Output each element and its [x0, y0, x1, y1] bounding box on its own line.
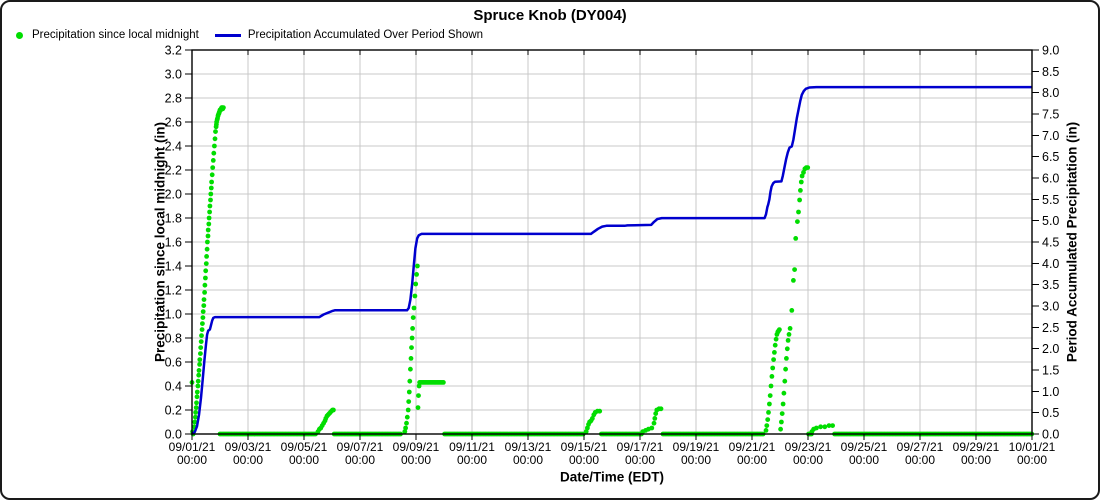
y-left-tick-label: 2.8	[165, 92, 182, 106]
tick-labels: 0.0 0.2 0.4 0.6 0.8 1.0 1.2 1.4 1.6 1.8 2.0 2.2 2.4 2…	[165, 44, 1060, 468]
x-tick-label-date: 10/01/21	[1009, 440, 1056, 454]
y-left-tick-label: 0.8	[165, 332, 182, 346]
x-tick-label-date: 09/29/21	[953, 440, 1000, 454]
y-left-tick-label: 3.2	[165, 44, 182, 58]
y-right-tick-label: 3.5	[1042, 278, 1059, 292]
chart-title: Spruce Knob (DY004)	[473, 7, 627, 24]
y-left-tick-label: 0.6	[165, 356, 182, 370]
x-tick-label-time: 00:00	[177, 453, 207, 467]
y-right-tick-label: 2.5	[1042, 321, 1059, 335]
x-tick-label-date: 09/01/21	[169, 440, 216, 454]
x-tick-label-time: 00:00	[457, 453, 487, 467]
line-accumulated-precip	[191, 85, 1032, 435]
x-tick-label-date: 09/15/21	[561, 440, 608, 454]
x-tick-label-time: 00:00	[681, 453, 711, 467]
x-tick-label-date: 09/27/21	[897, 440, 944, 454]
x-tick-label-time: 00:00	[849, 453, 879, 467]
x-tick-label-time: 00:00	[1017, 453, 1047, 467]
y-left-tick-label: 1.6	[165, 236, 182, 250]
x-tick-label-time: 00:00	[345, 453, 375, 467]
legend-item-scatter: Precipitation since local midnight	[12, 29, 199, 41]
gridlines	[192, 50, 1032, 434]
x-tick-label-time: 00:00	[401, 453, 431, 467]
y-left-tick-label: 2.0	[165, 188, 182, 202]
x-tick-label-time: 00:00	[905, 453, 935, 467]
x-tick-label-date: 09/13/21	[505, 440, 552, 454]
y-right-tick-label: 9.0	[1042, 44, 1059, 58]
y-right-tick-label: 8.5	[1042, 65, 1059, 79]
y-right-tick-label: 1.5	[1042, 364, 1059, 378]
x-tick-label-date: 09/11/21	[449, 440, 495, 454]
x-tick-label-time: 00:00	[625, 453, 655, 467]
y-right-tick-label: 7.0	[1042, 129, 1059, 143]
x-tick-label-date: 09/25/21	[841, 440, 888, 454]
scatter-precip-since-midnight	[189, 105, 1035, 437]
y-right-tick-label: 1.0	[1042, 385, 1059, 399]
y-right-tick-label: 0.5	[1042, 406, 1059, 420]
y-left-tick-label: 1.2	[165, 284, 182, 298]
y-right-tick-label: 8.0	[1042, 86, 1059, 100]
x-tick-label-date: 09/05/21	[281, 440, 328, 454]
x-tick-label-date: 09/03/21	[225, 440, 272, 454]
y-left-tick-label: 2.6	[165, 116, 182, 130]
y-right-tick-label: 5.5	[1042, 193, 1059, 207]
x-tick-label-time: 00:00	[737, 453, 767, 467]
y-right-tick-label: 4.0	[1042, 257, 1059, 271]
x-tick-label-date: 09/09/21	[393, 440, 440, 454]
y-right-tick-label: 7.5	[1042, 108, 1059, 122]
y-right-tick-label: 3.0	[1042, 300, 1059, 314]
y-right-tick-label: 5.0	[1042, 214, 1059, 228]
y-left-tick-label: 2.2	[165, 164, 182, 178]
x-tick-label-date: 09/21/21	[729, 440, 776, 454]
y-right-tick-label: 6.0	[1042, 172, 1059, 186]
y-right-tick-label: 0.0	[1042, 428, 1059, 442]
x-tick-label-date: 09/19/21	[673, 440, 720, 454]
x-tick-label-time: 00:00	[513, 453, 543, 467]
y-left-tick-label: 1.0	[165, 308, 182, 322]
x-tick-label-time: 00:00	[233, 453, 263, 467]
y-left-tick-label: 0.2	[165, 404, 182, 418]
y-left-tick-label: 2.4	[165, 140, 182, 154]
axis-ticks	[185, 49, 1039, 440]
legend-scatter-label: Precipitation since local midnight	[32, 29, 199, 41]
legend-scatter-swatch-icon	[16, 31, 23, 39]
y-left-tick-label: 0.0	[165, 428, 182, 442]
x-tick-label-date: 09/17/21	[617, 440, 664, 454]
y-right-tick-label: 4.5	[1042, 236, 1059, 250]
x-tick-label-time: 00:00	[961, 453, 991, 467]
x-tick-label-date: 09/07/21	[337, 440, 384, 454]
y-left-tick-label: 3.0	[165, 68, 182, 82]
x-tick-label-time: 00:00	[289, 453, 319, 467]
x-tick-label-date: 09/23/21	[785, 440, 832, 454]
y-left-tick-label: 1.4	[165, 260, 182, 274]
legend: Precipitation since local midnight Preci…	[12, 29, 483, 41]
y-right-tick-label: 2.0	[1042, 342, 1059, 356]
x-tick-label-time: 00:00	[793, 453, 823, 467]
y-left-tick-label: 1.8	[165, 212, 182, 226]
legend-line-swatch-icon	[214, 33, 241, 37]
x-axis-title: Date/Time (EDT)	[559, 469, 665, 485]
x-tick-label-time: 00:00	[569, 453, 599, 467]
legend-line-label: Precipitation Accumulated Over Period Sh…	[247, 29, 484, 41]
y-left-tick-label: 0.4	[165, 380, 182, 394]
y-right-tick-label: 6.5	[1042, 150, 1059, 164]
legend-item-line: Precipitation Accumulated Over Period Sh…	[214, 29, 484, 41]
